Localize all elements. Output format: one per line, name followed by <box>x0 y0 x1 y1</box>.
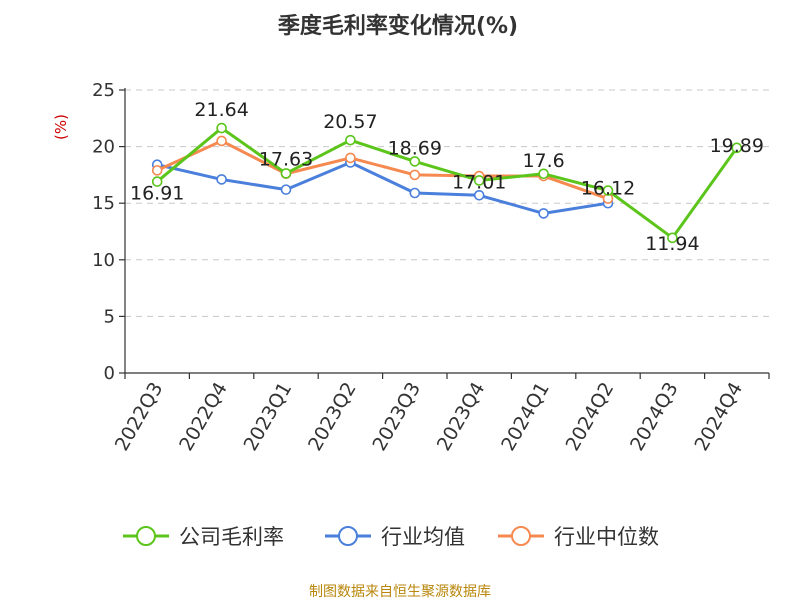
data-point[interactable] <box>409 156 421 167</box>
data-point[interactable] <box>216 122 227 134</box>
data-point[interactable] <box>280 168 292 179</box>
legend-label: 行业中位数 <box>554 525 659 549</box>
y-tick-label: 0 <box>104 363 115 384</box>
data-point[interactable] <box>280 184 292 195</box>
legend-label: 公司毛利率 <box>179 525 284 549</box>
grid-lines <box>125 89 769 317</box>
data-label: 17.63 <box>259 148 313 170</box>
x-tick-label: 2024Q3 <box>626 379 683 455</box>
x-tick-label: 2024Q4 <box>690 379 747 455</box>
data-point[interactable] <box>151 165 163 176</box>
data-label: 20.57 <box>323 111 377 133</box>
data-label: 18.69 <box>388 137 442 159</box>
y-axis-unit: (%) <box>52 114 70 140</box>
series-lines <box>151 122 743 244</box>
data-point[interactable] <box>216 135 227 147</box>
y-tick-label: 15 <box>92 193 115 214</box>
series-line <box>156 160 609 215</box>
data-labels: 16.91 21.64 17.63 20.57 18.69 17.01 17.6 16.12 1… <box>130 99 764 255</box>
axes: 0 5 10 15 20 25 2022Q3 2022Q4 2023Q1 2023Q2 2023Q3… <box>92 80 770 455</box>
data-point[interactable] <box>731 142 743 154</box>
data-point[interactable] <box>345 152 356 164</box>
chart-title: 季度毛利率变化情况(%) <box>278 13 518 39</box>
data-point[interactable] <box>409 169 421 181</box>
legend[interactable]: 公司毛利率 行业均值 行业中位数 <box>123 525 659 549</box>
legend-item-0[interactable]: 公司毛利率 <box>123 525 284 549</box>
source-note: 制图数据来自恒生聚源数据库 <box>309 584 491 600</box>
x-tick-label: 2023Q4 <box>433 379 490 455</box>
data-point[interactable] <box>538 208 549 219</box>
data-label: 16.12 <box>581 178 635 200</box>
x-tick-label: 2022Q3 <box>111 379 168 455</box>
data-label: 16.91 <box>130 183 184 205</box>
legend-marker <box>511 526 531 546</box>
data-point[interactable] <box>409 187 421 199</box>
data-point[interactable] <box>667 232 678 244</box>
legend-label: 行业均值 <box>381 525 465 549</box>
data-label: 11.94 <box>645 233 699 255</box>
series-line <box>156 126 739 240</box>
x-tick-label: 2023Q2 <box>304 379 361 455</box>
data-point[interactable] <box>473 189 485 201</box>
legend-item-1[interactable]: 行业均值 <box>325 525 465 549</box>
x-tick-label: 2023Q1 <box>240 379 297 455</box>
data-label: 17.01 <box>452 171 506 193</box>
data-point[interactable] <box>216 174 227 185</box>
data-label: 21.64 <box>194 99 248 121</box>
data-point[interactable] <box>538 168 549 180</box>
legend-item-2[interactable]: 行业中位数 <box>498 525 659 549</box>
x-tick-label: 2022Q4 <box>175 379 232 455</box>
series-0 <box>151 122 743 244</box>
legend-marker <box>338 526 358 546</box>
data-point[interactable] <box>345 134 356 146</box>
data-point[interactable] <box>473 175 485 186</box>
data-label: 17.6 <box>522 150 564 172</box>
x-tick-label: 2024Q2 <box>562 379 619 455</box>
y-tick-label: 10 <box>92 250 115 271</box>
legend-marker <box>136 526 156 546</box>
data-point[interactable] <box>602 185 614 196</box>
x-tick-label: 2024Q1 <box>497 379 554 455</box>
y-tick-label: 20 <box>92 137 115 158</box>
data-label: 19.89 <box>710 135 764 157</box>
y-tick-label: 5 <box>104 306 115 327</box>
data-point[interactable] <box>151 176 163 187</box>
y-tick-label: 25 <box>92 80 115 101</box>
x-tick-label: 2023Q3 <box>368 379 425 455</box>
